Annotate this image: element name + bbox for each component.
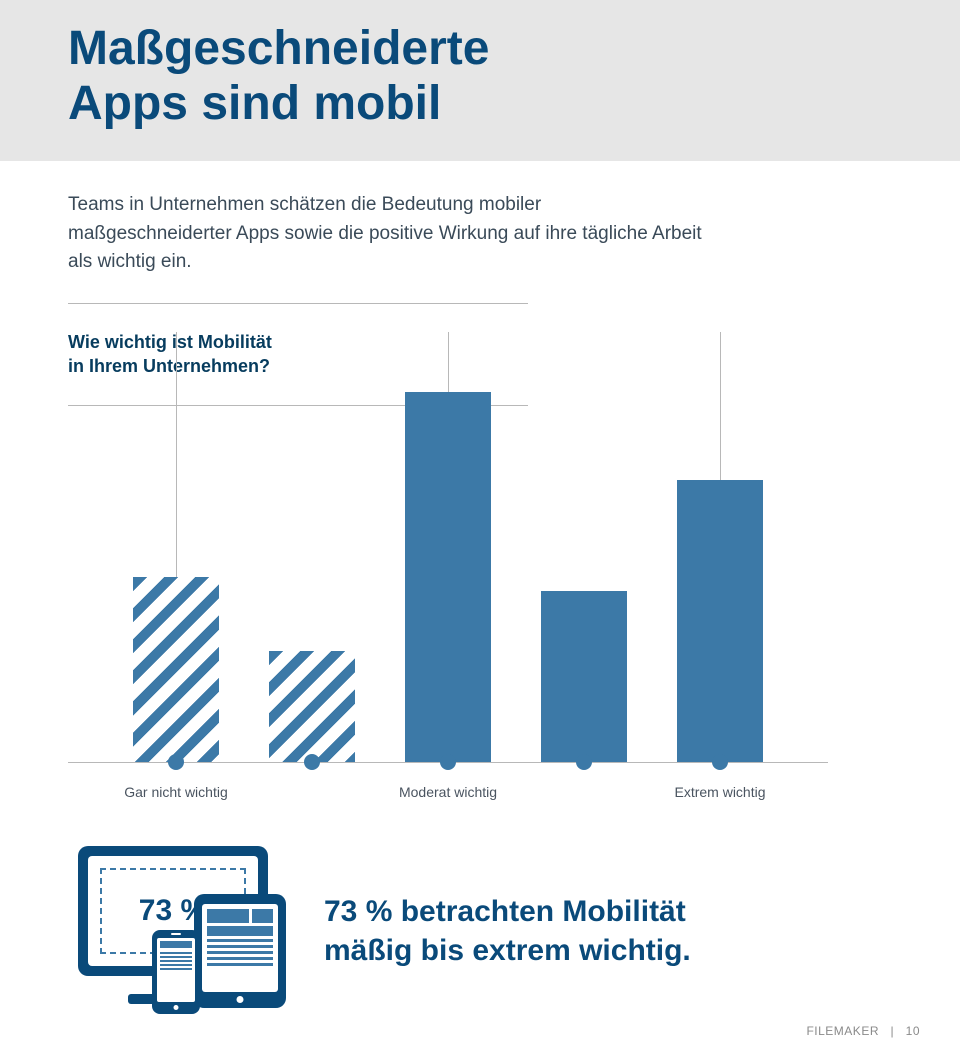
axis-label: Gar nicht wichtig [124,784,227,800]
axis-label-col: Moderat wichtig [380,784,516,800]
axis-dot [576,754,592,770]
question-line-2: in Ihrem Unternehmen? [68,356,270,376]
axis-dot [440,754,456,770]
axis-label-col [516,784,652,800]
axis-dots [68,754,828,770]
axis-label-col: Gar nicht wichtig [108,784,244,800]
dot-column [108,754,244,770]
axis-labels: Gar nicht wichtig Moderat wichtig Extrem w… [68,784,828,800]
axis-label: Extrem wichtig [674,784,765,800]
tablet-screen [202,904,278,992]
page-footer: FILEMAKER | 10 [806,1024,920,1038]
tablet-icon [194,894,286,1008]
phone-icon [152,930,200,1014]
bar [677,480,763,761]
header-band: Maßgeschneiderte Apps sind mobil [0,0,960,161]
footer-brand: FILEMAKER [806,1024,879,1038]
bar-column [380,392,516,762]
footer-sep: | [891,1024,895,1038]
content-area: Teams in Unternehmen schätzen die Bedeut… [0,161,960,1015]
bar [405,392,491,762]
callout-text: 73 % betrachten Mobilität mäßig bis extr… [324,892,694,970]
bar [269,651,355,762]
callout-row: 73 % [68,846,892,1016]
divider [68,303,528,304]
axis-label: Moderat wichtig [399,784,497,800]
chart-question: Wie wichtig ist Mobilität in Ihrem Unter… [68,330,368,379]
intro-paragraph: Teams in Unternehmen schätzen die Bedeut… [68,191,708,277]
question-line-1: Wie wichtig ist Mobilität [68,332,272,352]
title-line-1: Maßgeschneiderte [68,22,489,75]
axis-label-col [244,784,380,800]
bar [133,577,219,762]
bar-column [652,392,788,762]
axis-label-col: Extrem wichtig [652,784,788,800]
bar [541,591,627,761]
footer-page: 10 [906,1024,920,1038]
title-line-2: Apps sind mobil [68,77,441,130]
bar-column [108,392,244,762]
axis-dot [168,754,184,770]
bar-chart: Gar nicht wichtig Moderat wichtig Extrem w… [68,392,828,800]
phone-screen [157,938,195,1002]
axis-dot [712,754,728,770]
bar-column [244,392,380,762]
dot-column [652,754,788,770]
chart-bars [68,392,828,762]
dot-column [380,754,516,770]
devices-icon: 73 % [78,846,288,1016]
dot-column [244,754,380,770]
page-title: Maßgeschneiderte Apps sind mobil [68,22,960,131]
bar-column [516,392,652,762]
dot-column [516,754,652,770]
axis-dot [304,754,320,770]
